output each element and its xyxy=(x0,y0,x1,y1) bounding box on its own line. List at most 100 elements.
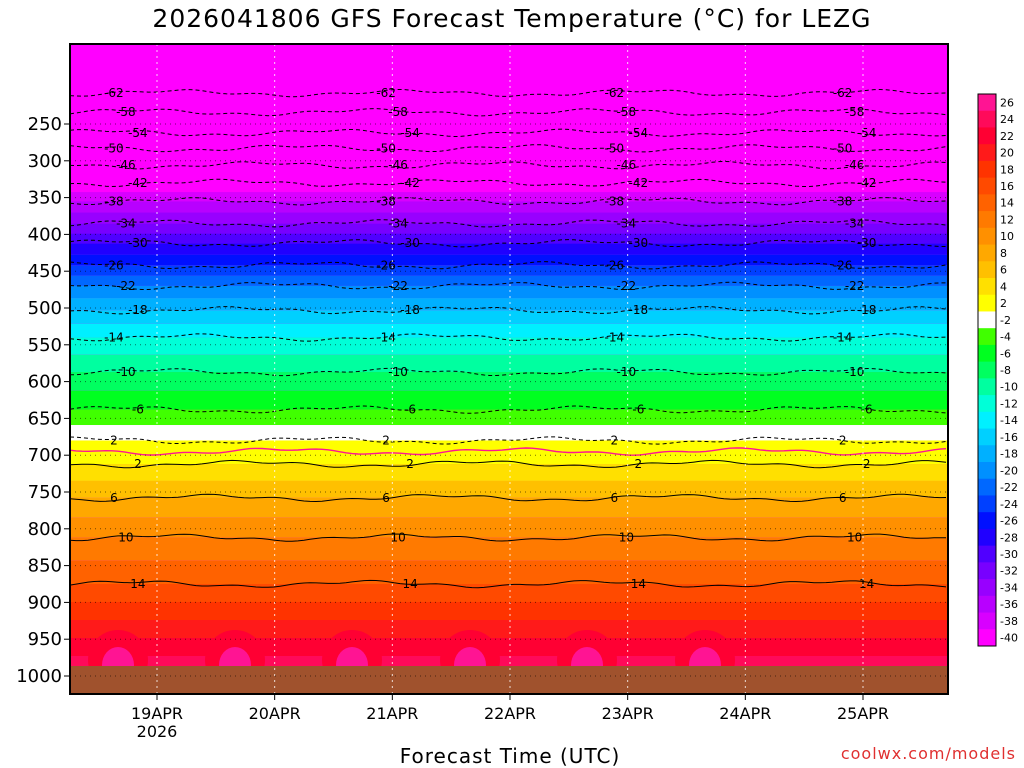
temperature-band xyxy=(70,337,948,355)
contour-label: -38 xyxy=(605,194,625,208)
y-tick-label: 400 xyxy=(28,224,62,245)
temperature-band xyxy=(70,638,948,656)
temperature-band xyxy=(70,254,948,266)
contour-label: -18 xyxy=(857,303,877,317)
chart-plot: -62 -62 -62 -62-58 -58 -58 -58-54 -54 -54 -54-50-… xyxy=(16,43,1018,741)
contour-label: 6 xyxy=(110,491,118,505)
colorbar-label: 10 xyxy=(1000,230,1014,243)
colorbar-label: 22 xyxy=(1000,130,1014,143)
colorbar-swatch xyxy=(978,629,996,647)
colorbar-label: 8 xyxy=(1000,247,1007,260)
temperature-band xyxy=(70,285,948,299)
temperature-band xyxy=(70,212,948,224)
temperature-band xyxy=(70,517,948,538)
colorbar-swatch xyxy=(978,562,996,580)
x-tick-label: 24APR xyxy=(719,704,771,723)
contour-label: 14 xyxy=(859,577,874,591)
colorbar-swatch xyxy=(978,411,996,430)
colorbar-swatch xyxy=(978,612,996,630)
contour-line xyxy=(69,579,947,589)
colorbar-label: -12 xyxy=(1000,397,1018,410)
colorbar-swatch xyxy=(978,579,996,597)
contour-label: -50 xyxy=(833,141,853,155)
contour-label: -54 xyxy=(128,126,148,140)
y-tick-label: 650 xyxy=(28,408,62,429)
contour-label: 6 xyxy=(839,491,847,505)
contour-label: 2 xyxy=(611,433,619,447)
contour-label: -22 xyxy=(845,279,865,293)
contour-label: 2 xyxy=(839,433,847,447)
x-tick-sublabel: 2026 xyxy=(137,722,178,741)
contour-label: 2 xyxy=(635,457,643,471)
colorbar-swatch xyxy=(978,110,996,128)
colorbar-swatch xyxy=(978,428,996,446)
contour-label: 2 xyxy=(382,433,390,447)
contour-label: -46 xyxy=(617,158,637,172)
contour-label: -14 xyxy=(376,330,396,344)
colorbar-swatch xyxy=(978,127,996,145)
colorbar-label: -38 xyxy=(1000,615,1018,628)
temperature-band xyxy=(70,372,948,391)
credit-link[interactable]: coolwx.com/models xyxy=(840,744,1016,763)
temperature-band xyxy=(70,390,948,410)
y-tick-label: 600 xyxy=(28,372,62,393)
contour-label: -6 xyxy=(132,403,144,417)
colorbar-label: -14 xyxy=(1000,414,1018,427)
temperature-band xyxy=(70,182,948,193)
y-tick-label: 750 xyxy=(28,482,62,503)
y-tick-label: 500 xyxy=(28,298,62,319)
contour-label: -14 xyxy=(833,330,853,344)
y-tick-label: 850 xyxy=(28,556,62,577)
temperature-band xyxy=(70,425,948,441)
temperature-band xyxy=(70,275,948,286)
contour-label: -30 xyxy=(128,236,148,250)
colorbar-swatch xyxy=(978,211,996,229)
x-axis-label: Forecast Time (UTC) xyxy=(399,744,621,768)
temperature-band xyxy=(70,560,948,584)
contour-label: -30 xyxy=(629,236,649,250)
colorbar-label: 24 xyxy=(1000,113,1014,126)
y-tick-label: 700 xyxy=(28,445,62,466)
contour-label: -50 xyxy=(104,141,124,155)
colorbar-swatch xyxy=(978,94,996,112)
colorbar-swatch xyxy=(978,144,996,162)
colorbar-label: -34 xyxy=(1000,581,1018,594)
contour-label: 2 xyxy=(406,457,414,471)
colorbar-label: -32 xyxy=(1000,565,1018,578)
colorbar-swatch xyxy=(978,445,996,463)
contour-label: -46 xyxy=(845,158,865,172)
colorbar-label: -4 xyxy=(1000,331,1011,344)
temperature-band xyxy=(70,464,948,481)
colorbar-label: -20 xyxy=(1000,464,1018,477)
temperature-band xyxy=(70,354,948,373)
contour-line xyxy=(69,493,947,503)
temperature-band xyxy=(70,233,948,244)
colorbar-label: 12 xyxy=(1000,213,1014,226)
contour-label: 14 xyxy=(631,577,646,591)
colorbar-label: 16 xyxy=(1000,180,1014,193)
y-tick-label: 900 xyxy=(28,592,62,613)
colorbar-swatch xyxy=(978,278,996,296)
colorbar-label: 20 xyxy=(1000,147,1014,160)
contour-label: -6 xyxy=(632,403,644,417)
contour-label: -18 xyxy=(400,303,420,317)
contour-label: 2 xyxy=(110,433,118,447)
contour-label: -26 xyxy=(833,258,853,272)
temperature-band xyxy=(70,409,948,426)
colorbar-swatch xyxy=(978,294,996,312)
contour-label: -34 xyxy=(617,216,637,230)
contour-label: -10 xyxy=(617,365,637,379)
contour-label: -62 xyxy=(833,86,853,100)
colorbar-swatch xyxy=(978,595,996,614)
contour-label: -58 xyxy=(845,105,865,119)
colorbar-label: 26 xyxy=(1000,96,1014,109)
contour-label: -10 xyxy=(845,365,865,379)
colorbar-label: 4 xyxy=(1000,280,1007,293)
contour-label: -54 xyxy=(400,126,420,140)
contour-label: 10 xyxy=(847,531,862,545)
temperature-band xyxy=(70,243,948,255)
contour-label: 6 xyxy=(382,491,390,505)
colorbar-swatch xyxy=(978,177,996,195)
contour-label: -18 xyxy=(629,303,649,317)
x-tick-label: 19APR xyxy=(131,704,183,723)
